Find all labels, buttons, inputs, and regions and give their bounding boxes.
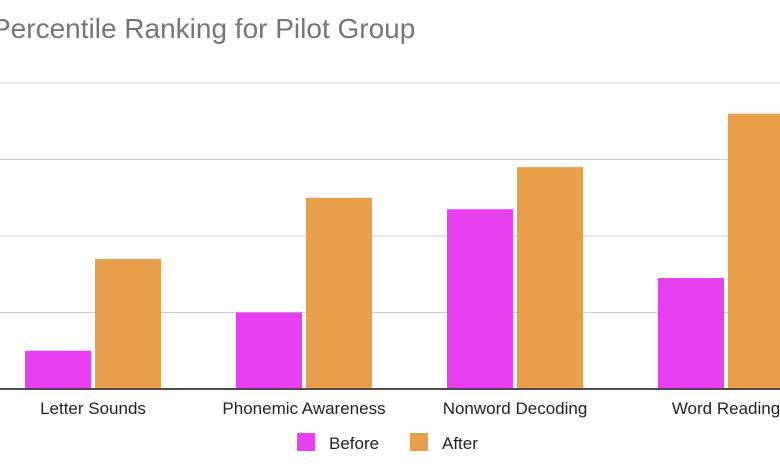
legend: Before After — [297, 433, 478, 453]
legend-label-after: After — [442, 434, 478, 453]
bar-before-nonword-decoding — [447, 209, 513, 389]
chart-title: Percentile Ranking for Pilot Group — [0, 13, 415, 44]
legend-label-before: Before — [329, 434, 379, 453]
bar-after-letter-sounds — [95, 258, 161, 389]
bar-before-phonemic-awareness — [236, 312, 302, 389]
x-tick-label: Phonemic Awareness — [222, 399, 385, 418]
legend-swatch-before — [297, 433, 315, 451]
bar-before-letter-sounds — [25, 350, 91, 389]
bar-after-phonemic-awareness — [306, 197, 372, 389]
x-tick-label: Nonword Decoding — [443, 399, 588, 418]
x-tick-label: Letter Sounds — [40, 399, 146, 418]
bar-after-word-reading — [728, 113, 780, 389]
bars — [0, 113, 780, 390]
x-tick-label: Word Reading — [672, 399, 780, 418]
bar-before-word-reading — [658, 278, 724, 389]
x-axis-labels: Letter Sounds Phonemic Awareness Nonword D… — [40, 399, 780, 418]
bar-after-nonword-decoding — [517, 167, 583, 389]
legend-swatch-after — [410, 433, 428, 451]
